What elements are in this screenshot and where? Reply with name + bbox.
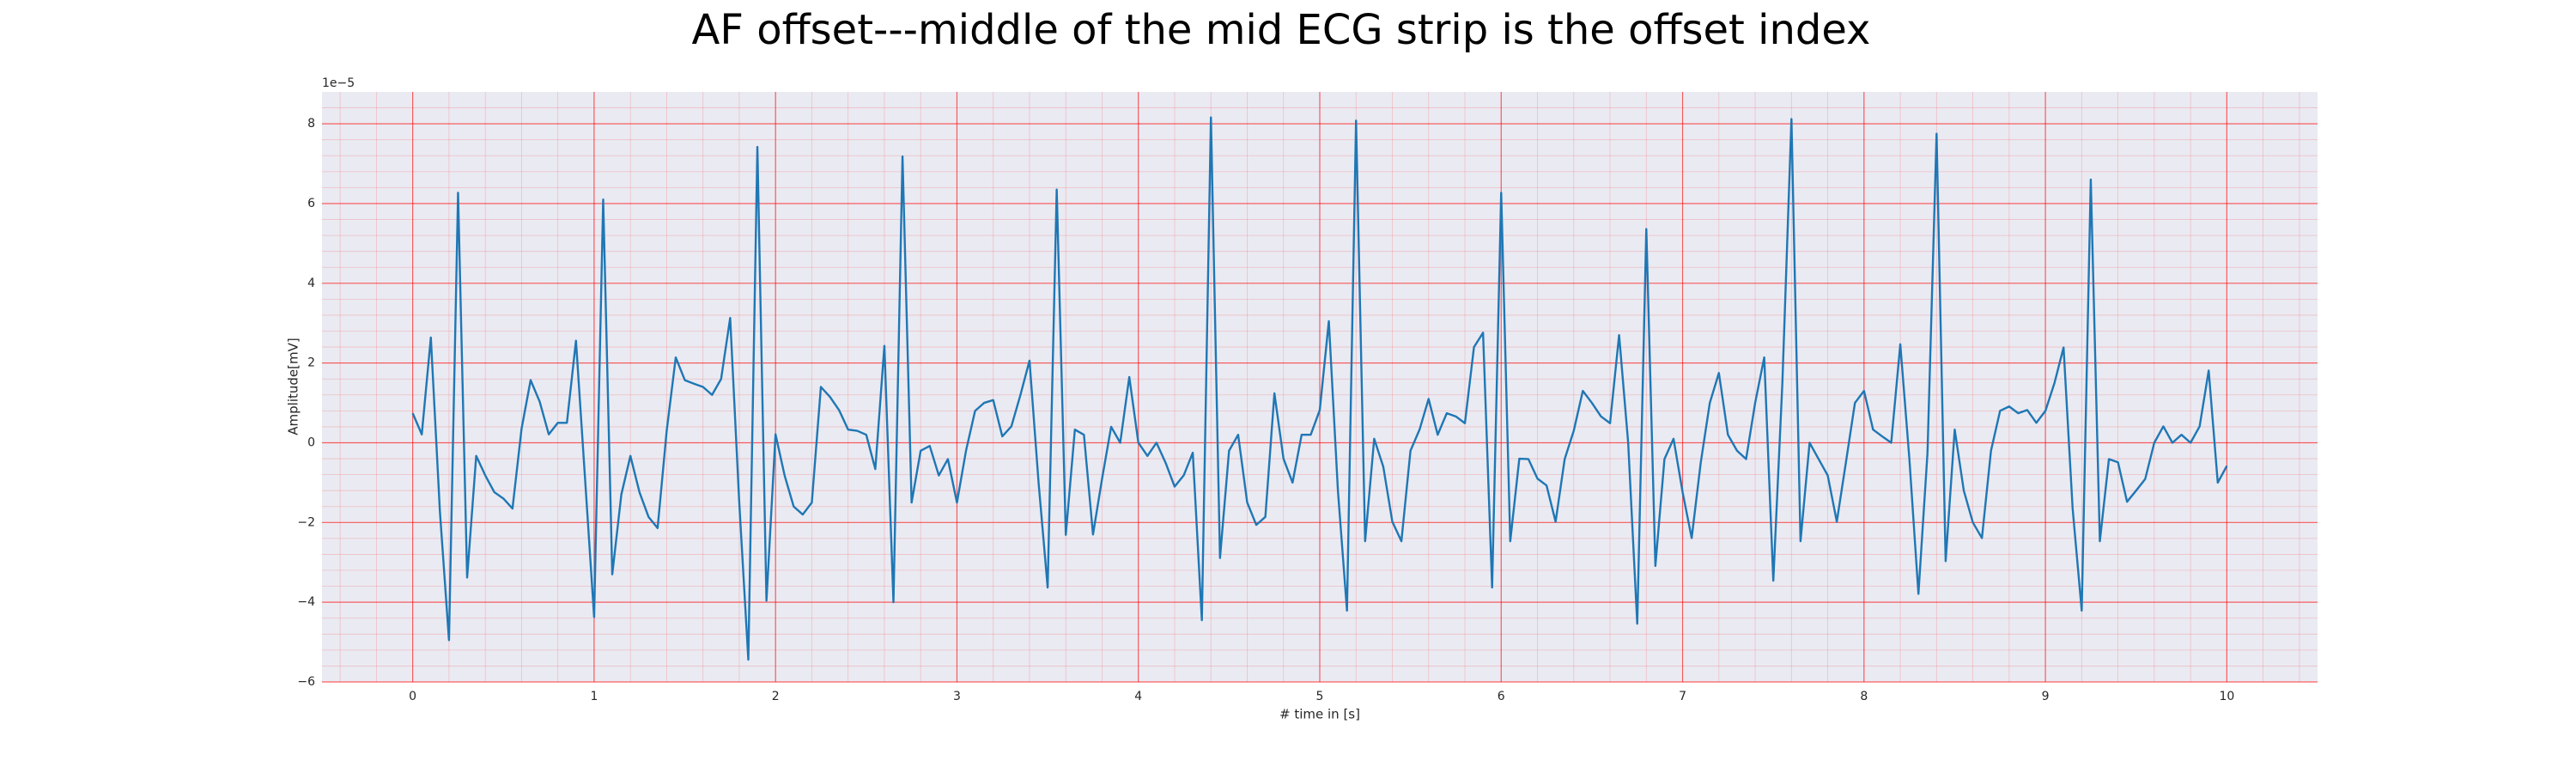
x-tick-label: 2: [772, 690, 780, 703]
y-tick-label: 2: [307, 356, 315, 370]
ecg-line: [411, 116, 2228, 661]
y-tick-label: −4: [297, 595, 315, 609]
offset-label: 1e−5: [322, 76, 355, 90]
x-tick-label: 10: [2219, 690, 2234, 703]
y-tick-label: −2: [297, 515, 315, 529]
y-axis-label: Amplitude[mV]: [286, 338, 301, 435]
y-tick-label: 0: [307, 435, 315, 449]
x-tick-label: 7: [1679, 690, 1686, 703]
y-tick-label: 8: [307, 117, 315, 131]
x-tick-label: 8: [1860, 690, 1868, 703]
x-tick-label: 0: [409, 690, 416, 703]
x-axis-label: # time in [s]: [1279, 707, 1360, 722]
x-tick-label: 9: [2042, 690, 2050, 703]
x-tick-label: 6: [1498, 690, 1505, 703]
y-tick-label: 4: [307, 277, 315, 290]
x-tick-label: 4: [1134, 690, 1142, 703]
y-tick-label: 6: [307, 197, 315, 210]
y-tick-label: −6: [297, 675, 315, 689]
chart-title: AF offset---middle of the mid ECG strip …: [692, 6, 1871, 54]
x-tick-label: 5: [1316, 690, 1324, 703]
x-tick-label: 1: [590, 690, 598, 703]
x-tick-label: 3: [953, 690, 961, 703]
grid: [322, 92, 2318, 683]
